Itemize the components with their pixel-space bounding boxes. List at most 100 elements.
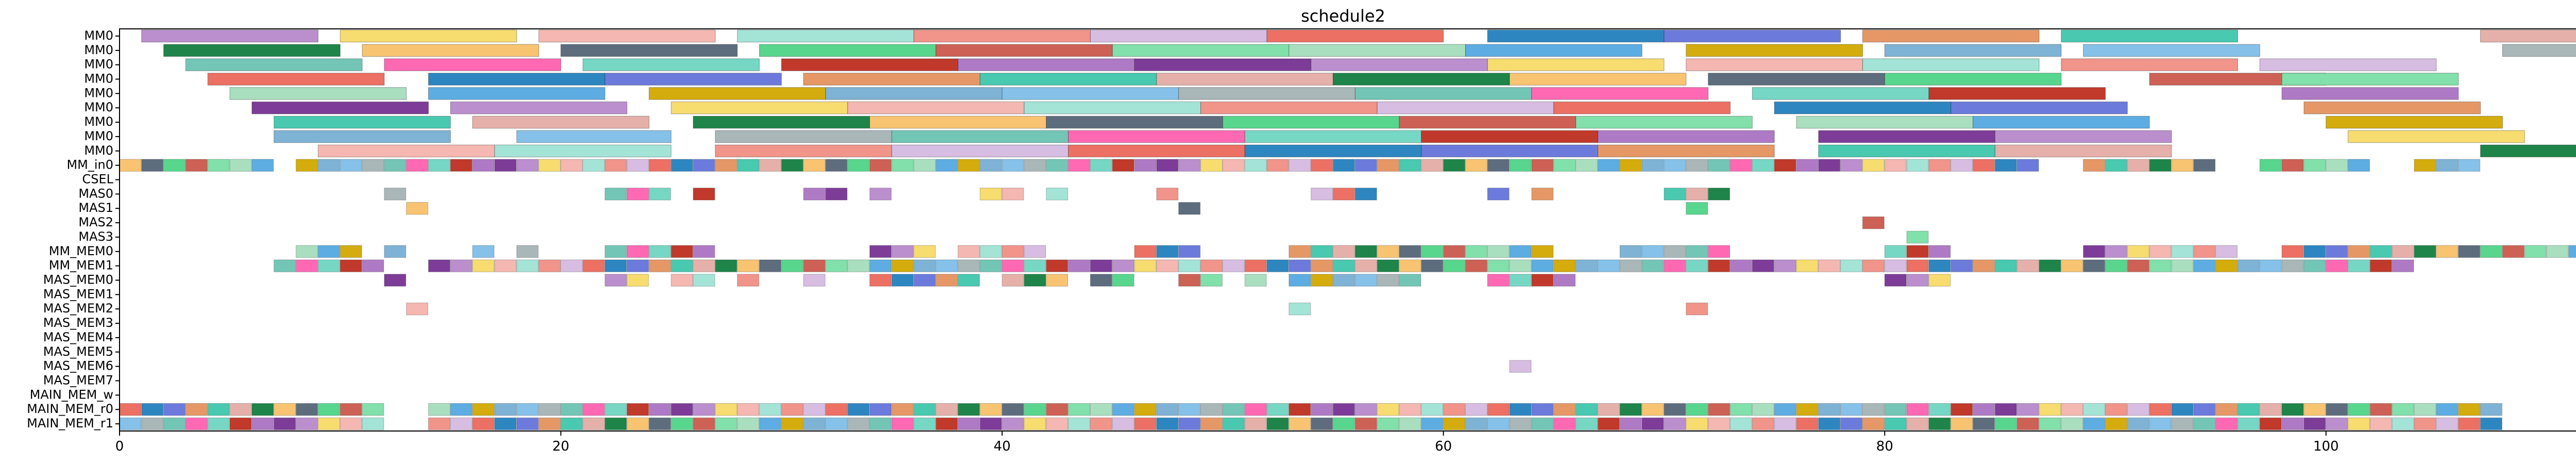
gantt-cell bbox=[2568, 245, 2576, 258]
gantt-cell bbox=[1178, 274, 1201, 287]
gantt-cell bbox=[516, 259, 539, 272]
gantt-cell bbox=[2171, 417, 2194, 430]
gantt-cell bbox=[1708, 403, 1730, 416]
gantt-bar bbox=[494, 144, 672, 157]
gantt-cell bbox=[825, 188, 848, 201]
gantt-cell bbox=[494, 159, 517, 172]
gantt-cell bbox=[1002, 245, 1024, 258]
gantt-cell bbox=[1068, 403, 1090, 416]
gantt-cell bbox=[1333, 245, 1355, 258]
gantt-bar bbox=[1068, 130, 1245, 143]
gantt-cell bbox=[2105, 403, 2127, 416]
gantt-cell bbox=[1354, 159, 1377, 172]
gantt-cell bbox=[803, 188, 825, 201]
gantt-cell bbox=[1906, 230, 1929, 244]
gantt-cell bbox=[1531, 274, 1554, 287]
gantt-cell bbox=[1708, 159, 1730, 172]
y-tick-label: MM0 bbox=[84, 86, 113, 100]
gantt-cell bbox=[1928, 159, 1951, 172]
gantt-cell bbox=[207, 417, 230, 430]
gantt-cell bbox=[428, 417, 450, 430]
gantt-bar bbox=[604, 73, 782, 86]
gantt-bar bbox=[2480, 144, 2576, 157]
gantt-cell bbox=[472, 245, 495, 258]
y-tick-label: MM0 bbox=[84, 100, 113, 114]
gantt-cell bbox=[1443, 245, 1465, 258]
gantt-cell bbox=[1686, 259, 1708, 272]
gantt-cell bbox=[2436, 417, 2459, 430]
gantt-cell bbox=[693, 259, 715, 272]
gantt-bar bbox=[1222, 115, 1400, 129]
gantt-cell bbox=[2237, 403, 2260, 416]
gantt-cell bbox=[2303, 159, 2326, 172]
gantt-cell bbox=[2281, 417, 2304, 430]
gantt-cell bbox=[1686, 245, 1708, 258]
gantt-cell bbox=[957, 159, 980, 172]
gantt-cell bbox=[1619, 417, 1642, 430]
gantt-cell bbox=[1354, 403, 1377, 416]
gantt-bar bbox=[1200, 102, 1378, 114]
y-tick-label: MAS_MEM6 bbox=[43, 359, 113, 373]
gantt-cell bbox=[913, 403, 936, 416]
gantt-bar bbox=[1928, 87, 2106, 100]
gantt-bar bbox=[1994, 144, 2172, 157]
gantt-cell bbox=[1200, 403, 1223, 416]
gantt-bar bbox=[1708, 73, 1885, 86]
gantt-cell bbox=[1333, 417, 1355, 430]
gantt-cell bbox=[2348, 417, 2370, 430]
gantt-cell bbox=[2016, 417, 2039, 430]
gantt-cell bbox=[450, 403, 472, 416]
gantt-cell bbox=[2016, 403, 2039, 416]
gantt-cell bbox=[1641, 403, 1664, 416]
gantt-cell bbox=[2171, 259, 2194, 272]
gantt-cell bbox=[1906, 417, 1929, 430]
y-tick-label: MAS0 bbox=[78, 186, 113, 201]
gantt-bar bbox=[1134, 58, 1312, 71]
gantt-cell bbox=[1134, 159, 1157, 172]
x-tick-label: 80 bbox=[1876, 439, 1893, 454]
gantt-cell bbox=[1443, 403, 1465, 416]
gantt-cell bbox=[1377, 403, 1399, 416]
gantt-cell bbox=[913, 417, 936, 430]
gantt-cell bbox=[649, 245, 671, 258]
gantt-cell bbox=[1862, 216, 1885, 229]
gantt-cell bbox=[1244, 274, 1267, 287]
gantt-cell bbox=[1333, 159, 1355, 172]
gantt-cell bbox=[1068, 417, 1090, 430]
gantt-bar bbox=[1112, 44, 1290, 57]
gantt-cell bbox=[340, 259, 362, 272]
gantt-cell bbox=[1619, 259, 1642, 272]
gantt-cell bbox=[1664, 188, 1686, 201]
gantt-cell bbox=[141, 417, 164, 430]
gantt-bar bbox=[1002, 87, 1179, 100]
x-tick-label: 40 bbox=[994, 439, 1011, 454]
gantt-cell bbox=[1002, 417, 1024, 430]
gantt-cell bbox=[1531, 403, 1554, 416]
gantt-cell bbox=[604, 403, 627, 416]
gantt-cell bbox=[803, 259, 825, 272]
gantt-cell bbox=[1730, 417, 1752, 430]
gantt-cell bbox=[1333, 403, 1355, 416]
gantt-cell bbox=[2237, 259, 2260, 272]
gantt-cell bbox=[1994, 259, 2017, 272]
gantt-cell bbox=[1024, 403, 1046, 416]
gantt-cell bbox=[1200, 274, 1223, 287]
gantt-cell bbox=[472, 417, 495, 430]
gantt-cell bbox=[1774, 159, 1797, 172]
gantt-cell bbox=[1244, 159, 1267, 172]
gantt-cell bbox=[1730, 159, 1752, 172]
x-tick-label: 60 bbox=[1435, 439, 1452, 454]
gantt-cell bbox=[1531, 188, 1554, 201]
gantt-cell bbox=[1884, 259, 1907, 272]
gantt-cell bbox=[1090, 403, 1112, 416]
gantt-cell bbox=[1509, 360, 1532, 373]
gantt-cell bbox=[229, 159, 252, 172]
gantt-bar bbox=[2281, 73, 2459, 86]
gantt-bar bbox=[936, 44, 1113, 57]
gantt-cell bbox=[2480, 245, 2502, 258]
gantt-cell bbox=[1686, 159, 1708, 172]
gantt-cell bbox=[1796, 259, 1819, 272]
gantt-cell bbox=[1664, 245, 1686, 258]
gantt-cell bbox=[119, 159, 142, 172]
gantt-bar bbox=[274, 130, 451, 143]
